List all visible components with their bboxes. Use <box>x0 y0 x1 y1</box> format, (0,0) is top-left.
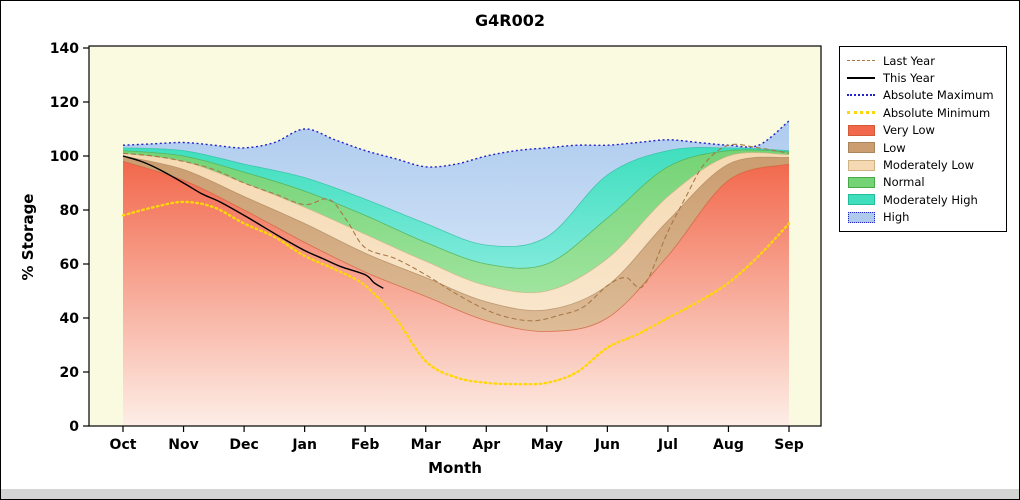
x-tick-label: Jul <box>657 437 678 453</box>
y-tick-label: 100 <box>50 149 79 165</box>
x-tick-label: Apr <box>472 437 500 453</box>
legend-label: High <box>883 210 910 225</box>
this-year-line-sample <box>847 77 875 80</box>
low-sample-swatch <box>846 142 876 154</box>
legend-label: Low <box>883 140 906 155</box>
legend-label: Moderately Low <box>883 158 974 173</box>
legend-item-moderately-high: Moderately High <box>846 191 1000 208</box>
x-tick-label: Sep <box>774 437 804 453</box>
legend-item-this-year: This Year <box>846 69 1000 86</box>
band-moderately-high <box>123 147 789 269</box>
moderately-low-sample-swatch <box>846 159 876 171</box>
legend-item-absolute-maximum: Absolute Maximum <box>846 87 1000 104</box>
absolute-minimum-line-sample <box>847 111 875 115</box>
plot-frame <box>88 45 822 427</box>
x-tick-label: Jan <box>291 437 317 453</box>
high-color-swatch <box>847 211 875 223</box>
y-tick-label: 80 <box>60 203 80 219</box>
last-year-sample-line <box>846 60 876 62</box>
band-very-low <box>123 161 789 426</box>
band-high <box>123 120 789 247</box>
x-axis-label: Month <box>428 459 482 477</box>
band-edge-normal <box>122 149 790 269</box>
very-low-color-swatch <box>847 124 875 136</box>
y-tick-label: 0 <box>69 419 79 435</box>
moderately-high-color-swatch <box>847 194 875 206</box>
legend-item-normal: Normal <box>846 174 1000 191</box>
legend-item-last-year: Last Year <box>846 52 1000 69</box>
legend-label: Very Low <box>883 123 935 138</box>
band-low <box>123 156 789 332</box>
normal-sample-swatch <box>846 176 876 188</box>
y-tick-label: 120 <box>50 95 79 111</box>
legend-label: Moderately High <box>883 192 978 207</box>
low-color-swatch <box>847 142 875 154</box>
normal-color-swatch <box>847 176 875 188</box>
legend-label: Normal <box>883 175 925 190</box>
legend: Last Year This Year Absolute Maximum Absolu… <box>839 46 1007 232</box>
legend-item-absolute-minimum: Absolute Minimum <box>846 104 1000 121</box>
legend-item-very-low: Very Low <box>846 122 1000 139</box>
legend-label: Absolute Minimum <box>883 105 991 120</box>
legend-label: This Year <box>883 71 935 86</box>
high-sample-swatch <box>846 211 876 223</box>
legend-item-low: Low <box>846 139 1000 156</box>
line-last-year <box>122 143 790 322</box>
absolute-maximum-sample-line <box>846 94 876 97</box>
x-tick-label: May <box>531 437 563 453</box>
moderately-high-sample-swatch <box>846 194 876 206</box>
moderately-low-color-swatch <box>847 159 875 171</box>
x-tick-label: Nov <box>168 437 198 453</box>
bottom-bar <box>1 489 1019 499</box>
line-this-year <box>122 155 384 289</box>
legend-item-moderately-low: Moderately Low <box>846 156 1000 173</box>
band-edge-moderately-high <box>122 147 790 247</box>
last-year-line-sample <box>847 60 875 62</box>
band-moderately-low <box>123 152 789 311</box>
line-absolute-maximum <box>122 120 790 168</box>
band-normal <box>123 149 789 293</box>
x-tick-label: Jun <box>594 437 620 453</box>
this-year-sample-line <box>846 77 876 80</box>
x-tick-label: Aug <box>713 437 744 453</box>
x-tick-label: Feb <box>351 437 380 453</box>
y-tick-label: 60 <box>60 257 80 273</box>
band-edge-very-low <box>122 161 790 332</box>
y-tick-label: 20 <box>60 365 80 381</box>
legend-label: Absolute Maximum <box>883 88 994 103</box>
x-tick-label: Dec <box>229 437 258 453</box>
y-tick-label: 40 <box>60 311 80 327</box>
legend-item-high: High <box>846 209 1000 226</box>
y-tick-label: 140 <box>50 41 79 57</box>
very-low-sample-swatch <box>846 124 876 136</box>
band-edge-low <box>122 155 790 311</box>
absolute-minimum-sample-line <box>846 111 876 115</box>
chart-title: G4R002 <box>475 11 545 30</box>
x-tick-label: Oct <box>110 437 137 453</box>
absolute-maximum-line-sample <box>847 94 875 97</box>
line-absolute-minimum <box>121 200 791 386</box>
legend-label: Last Year <box>883 53 935 68</box>
x-tick-label: Mar <box>411 437 441 453</box>
